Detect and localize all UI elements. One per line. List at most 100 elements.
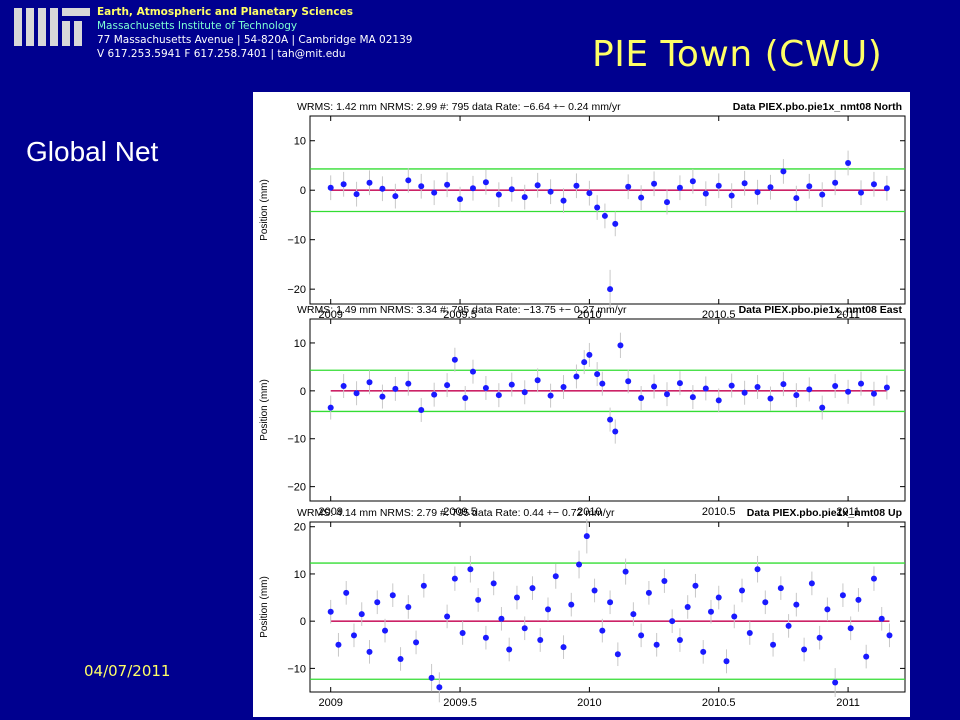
data-point [739,587,746,594]
data-point [806,183,813,190]
data-point [482,384,489,391]
data-point [630,611,637,618]
x-tick-label: 2010.5 [702,309,736,321]
data-point [560,384,567,391]
data-point [366,179,373,186]
data-point [358,611,365,618]
data-point [599,380,606,387]
data-point [839,592,846,599]
x-tick-label: 2009.5 [443,506,477,518]
data-point [808,580,815,587]
data-point [715,397,722,404]
plot-frame [309,115,906,305]
data-point [878,615,885,622]
data-point [638,395,645,402]
data-point [444,181,451,188]
data-point [863,653,870,660]
data-point [537,637,544,644]
data-point [793,601,800,608]
data-point [490,580,497,587]
data-point [770,641,777,648]
data-point [547,392,554,399]
data-point [780,168,787,175]
data-point [335,641,342,648]
y-axis-label: Position (mm) [259,576,270,638]
data-point [676,637,683,644]
x-tick-label: 2010.5 [702,697,736,709]
x-tick-label: 2009.5 [443,309,477,321]
data-point [459,629,466,636]
data-point [676,380,683,387]
data-point [832,679,839,686]
y-tick-label: 10 [294,338,306,350]
data-point [374,599,381,606]
data-point [767,184,774,191]
data-point [560,197,567,204]
data-point [508,381,515,388]
data-point [413,639,420,646]
data-point [638,632,645,639]
y-tick-label: 20 [294,522,306,534]
data-point [586,351,593,358]
data-point [327,608,334,615]
data-point [689,394,696,401]
data-point [560,644,567,651]
data-point [389,592,396,599]
x-tick-label: 2010.5 [702,506,736,518]
data-point [405,177,412,184]
data-point [886,632,893,639]
data-point [767,395,774,402]
data-point [715,182,722,189]
data-point [832,383,839,390]
data-point [617,342,624,349]
data-point [651,180,658,187]
timeseries-svg: WRMS: 1.42 mm NRMS: 2.99 #: 795 data Rat… [259,101,906,709]
x-tick-label: 2010 [577,309,601,321]
x-tick-label: 2011 [836,697,860,709]
data-point [793,195,800,202]
data-point [405,604,412,610]
data-point [436,684,443,691]
institute-name: Massachusetts Institute of Technology [97,20,298,32]
data-point [469,185,476,192]
data-point [858,189,865,196]
y-tick-label: −10 [287,663,306,675]
x-tick-label: 2011 [836,506,860,518]
x-tick-label: 2010 [577,506,601,518]
y-tick-label: 0 [300,616,306,628]
y-tick-label: 10 [294,569,306,581]
data-point [669,618,676,625]
data-point [689,178,696,185]
data-point [607,416,614,423]
data-point [700,648,707,655]
x-tick-label: 2009.5 [443,697,477,709]
series-label: Data PIEX.pbo.pie1x_nmt08 East [739,304,903,316]
data-point [870,390,877,397]
y-tick-label: 10 [294,136,306,148]
y-tick-label: 0 [300,386,306,398]
x-tick-label: 2010 [577,697,601,709]
data-point [586,190,593,197]
data-point [457,196,464,203]
data-point [482,634,489,641]
data-point [780,381,787,388]
data-point [754,189,761,196]
x-tick-label: 2009 [318,309,342,321]
data-point [702,385,709,392]
data-point [495,392,502,399]
data-point [529,585,536,592]
data-point [777,585,784,592]
data-point [343,589,350,596]
contact-line: V 617.253.5941 F 617.258.7401 | tah@mit.… [97,48,346,60]
y-tick-label: −20 [287,482,306,494]
data-point [785,622,792,629]
data-point [444,613,451,620]
data-point [576,561,583,568]
address-line: 77 Massachusetts Avenue | 54-820A | Camb… [97,34,413,46]
data-point [366,379,373,386]
data-point [819,404,826,411]
data-point [858,380,865,387]
data-point [475,596,482,603]
data-point [428,674,435,681]
y-axis-label: Position (mm) [259,379,270,441]
